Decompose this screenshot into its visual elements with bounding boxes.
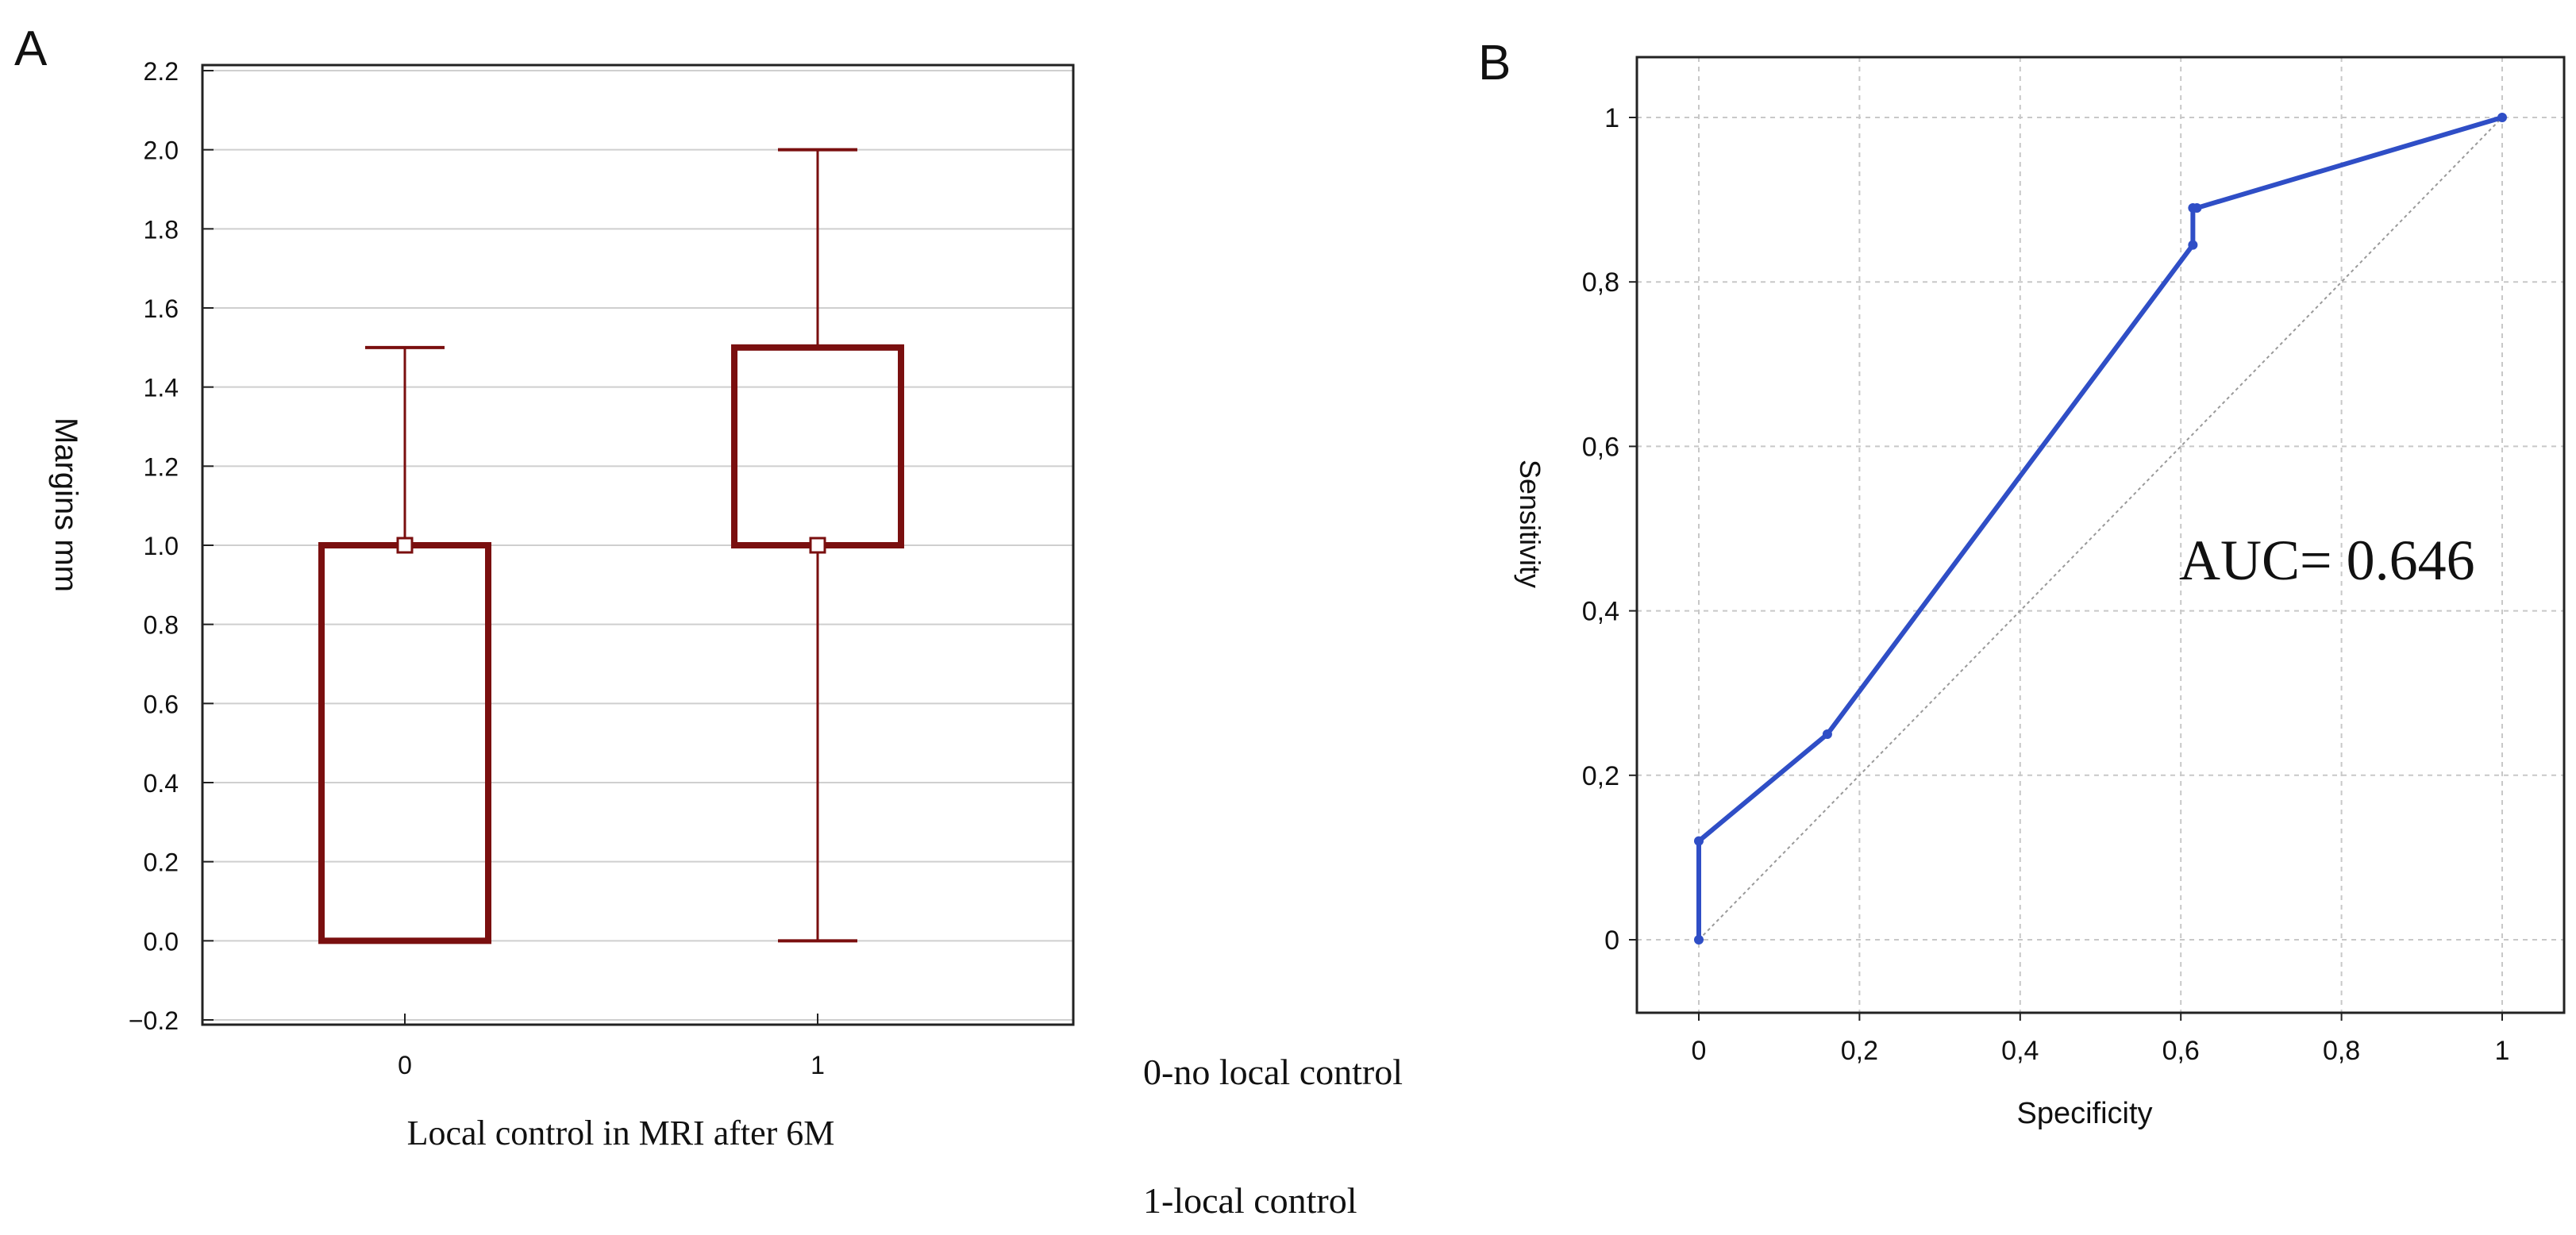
b-x-tick-label: 0,6	[2162, 1036, 2200, 1066]
a-y-tick-label: 0.6	[144, 690, 179, 718]
b-x-tick-label: 0,4	[2001, 1036, 2039, 1066]
a-y-tick-label: 2.2	[144, 57, 179, 86]
iqr-box	[318, 542, 491, 945]
b-x-tick-label: 1	[2495, 1036, 2510, 1066]
roc-panel: 0 0 0,2 0,2 0,4 0,4 0,6 0,6 0,8 0,8 1 1 Sensitivity…	[1514, 56, 2566, 1130]
median-marker	[809, 537, 826, 554]
b-x-tick-label: 0	[1692, 1036, 1707, 1066]
box-0	[318, 345, 491, 945]
iqr-box	[731, 344, 904, 549]
a-y-tick-label: −0.2	[129, 1006, 179, 1035]
b-y-tick-label: 0,2	[1582, 761, 1619, 791]
a-x-axis-label: Local control in MRI after 6M	[407, 1114, 835, 1152]
roc-point	[2192, 202, 2202, 213]
a-y-tick-label: 0.8	[144, 611, 179, 640]
a-y-tick-label: 0.4	[144, 769, 179, 798]
b-y-tick-label: 0	[1604, 925, 1619, 956]
a-y-tick-label: 0.0	[144, 927, 179, 956]
panel-label-b: B	[1478, 36, 1511, 90]
a-x-tick-label: 1	[811, 1051, 825, 1079]
b-series	[1694, 113, 2507, 945]
legend-note-0: 0-no local control	[1143, 1052, 1403, 1092]
auc-annotation: AUC= 0.646	[2179, 529, 2475, 592]
a-y-tick-label: 1.4	[144, 374, 179, 402]
a-x-tick-label: 0	[398, 1051, 412, 1079]
roc-point	[1822, 729, 1832, 739]
b-gridlines	[1637, 57, 2564, 1013]
roc-point	[2497, 113, 2507, 122]
a-y-tick-label: 1.2	[144, 452, 179, 481]
a-y-tick-label: 1.8	[144, 215, 179, 244]
a-y-tick-label: 1.6	[144, 294, 179, 323]
a-y-tick-label: 2.0	[144, 137, 179, 165]
b-y-axis-label: Sensitivity	[1514, 460, 1546, 588]
box-1	[731, 148, 904, 943]
b-y-tick-label: 0,6	[1582, 432, 1619, 462]
box-plot-panel: −0.2 0.0 0.2 0.4 0.6 0.8 1.0 1.2 1.4 1.6 1.8 2.0 2.2…	[48, 57, 1075, 1152]
b-x-axis-label: Specificity	[2016, 1097, 2152, 1130]
a-boxes	[318, 148, 904, 945]
b-plot-frame	[1635, 56, 2566, 1014]
a-y-axis-label: Margins mm	[48, 417, 83, 592]
roc-point	[1694, 836, 1704, 846]
panel-label-a: A	[14, 21, 48, 76]
b-x-tick-label: 0,8	[2323, 1036, 2360, 1066]
b-y-tick-label: 0,8	[1582, 267, 1619, 298]
b-y-tick-label: 0,4	[1582, 597, 1619, 627]
median-marker	[396, 537, 414, 554]
b-ticks: 0 0 0,2 0,2 0,4 0,4 0,6 0,6 0,8 0,8 1 1	[1582, 103, 2510, 1066]
legend-note-1: 1-local control	[1143, 1180, 1357, 1221]
roc-point	[2188, 240, 2198, 250]
a-y-tick-label: 1.0	[144, 532, 179, 560]
a-y-tick-label: 0.2	[144, 848, 179, 877]
a-gridlines	[202, 70, 1073, 1021]
roc-point	[1694, 935, 1704, 945]
a-y-ticks: −0.2 0.0 0.2 0.4 0.6 0.8 1.0 1.2 1.4 1.6 1.8 2.0 2.2	[129, 57, 214, 1035]
reference-diagonal	[1698, 117, 2503, 941]
b-y-tick-label: 1	[1604, 103, 1619, 133]
b-x-tick-label: 0,2	[1841, 1036, 1878, 1066]
